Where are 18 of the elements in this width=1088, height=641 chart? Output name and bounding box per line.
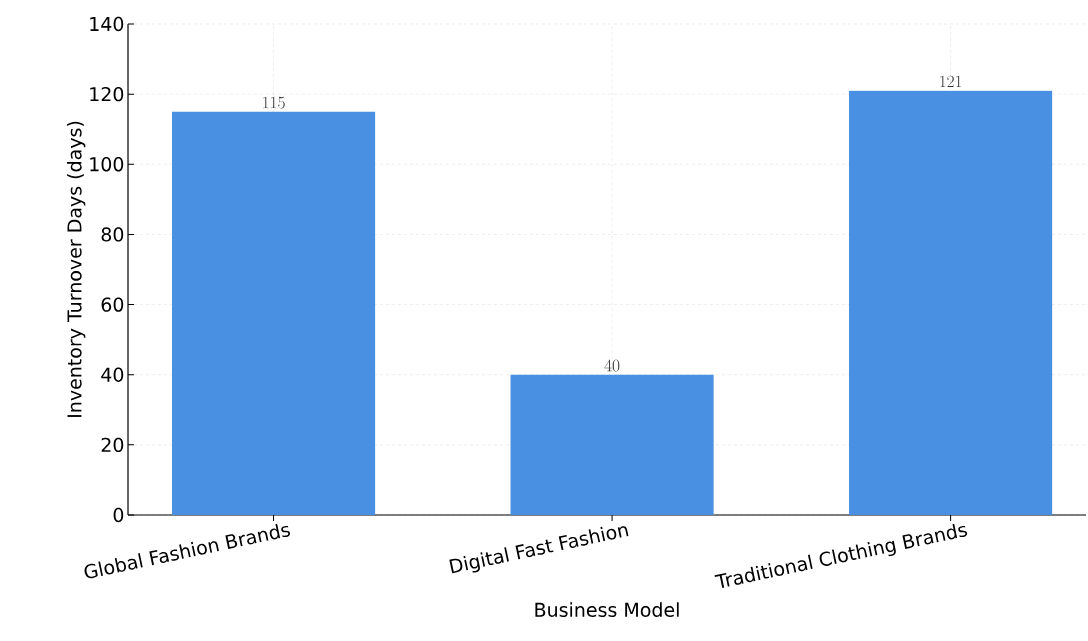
bar: [849, 90, 1053, 515]
bar: [510, 374, 714, 515]
y-tick-label: 120: [90, 86, 124, 102]
y-tick-label: 0: [113, 507, 124, 523]
y-tick-label: 40: [101, 367, 124, 382]
bar: [172, 111, 376, 515]
data-label: 121: [940, 75, 962, 88]
y-tick-label: 100: [90, 157, 124, 172]
data-label: 40: [604, 359, 620, 372]
y-axis-title: Inventory Turnover Days (days): [66, 121, 86, 417]
x-tick-label: Digital Fast Fashion: [449, 526, 629, 574]
data-label: 115: [263, 96, 285, 109]
y-tick-label: 80: [101, 227, 124, 242]
y-tick-label: 140: [90, 16, 124, 32]
x-tick-label: Global Fashion Brands: [84, 523, 291, 579]
x-axis-title: Business Model: [535, 602, 679, 617]
y-tick-label: 60: [101, 297, 124, 312]
y-tick-label: 20: [101, 437, 124, 453]
